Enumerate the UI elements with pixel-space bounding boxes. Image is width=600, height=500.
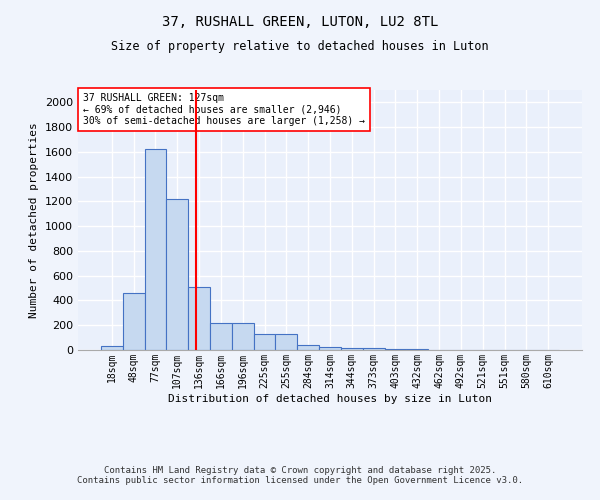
Bar: [210, 323, 232, 350]
Text: 37 RUSHALL GREEN: 127sqm
← 69% of detached houses are smaller (2,946)
30% of sem: 37 RUSHALL GREEN: 127sqm ← 69% of detach…: [83, 92, 365, 126]
Bar: [254, 334, 275, 350]
Bar: [319, 347, 341, 350]
Bar: [232, 323, 254, 350]
Text: 37, RUSHALL GREEN, LUTON, LU2 8TL: 37, RUSHALL GREEN, LUTON, LU2 8TL: [162, 15, 438, 29]
Bar: [123, 293, 145, 350]
Y-axis label: Number of detached properties: Number of detached properties: [29, 122, 40, 318]
Text: Size of property relative to detached houses in Luton: Size of property relative to detached ho…: [111, 40, 489, 53]
Bar: [341, 348, 363, 350]
Text: Contains HM Land Registry data © Crown copyright and database right 2025.
Contai: Contains HM Land Registry data © Crown c…: [77, 466, 523, 485]
Bar: [363, 348, 385, 350]
Bar: [188, 287, 210, 350]
X-axis label: Distribution of detached houses by size in Luton: Distribution of detached houses by size …: [168, 394, 492, 404]
Bar: [275, 334, 297, 350]
Bar: [297, 345, 319, 350]
Bar: [101, 346, 123, 350]
Bar: [166, 199, 188, 350]
Bar: [145, 150, 166, 350]
Bar: [385, 349, 406, 350]
